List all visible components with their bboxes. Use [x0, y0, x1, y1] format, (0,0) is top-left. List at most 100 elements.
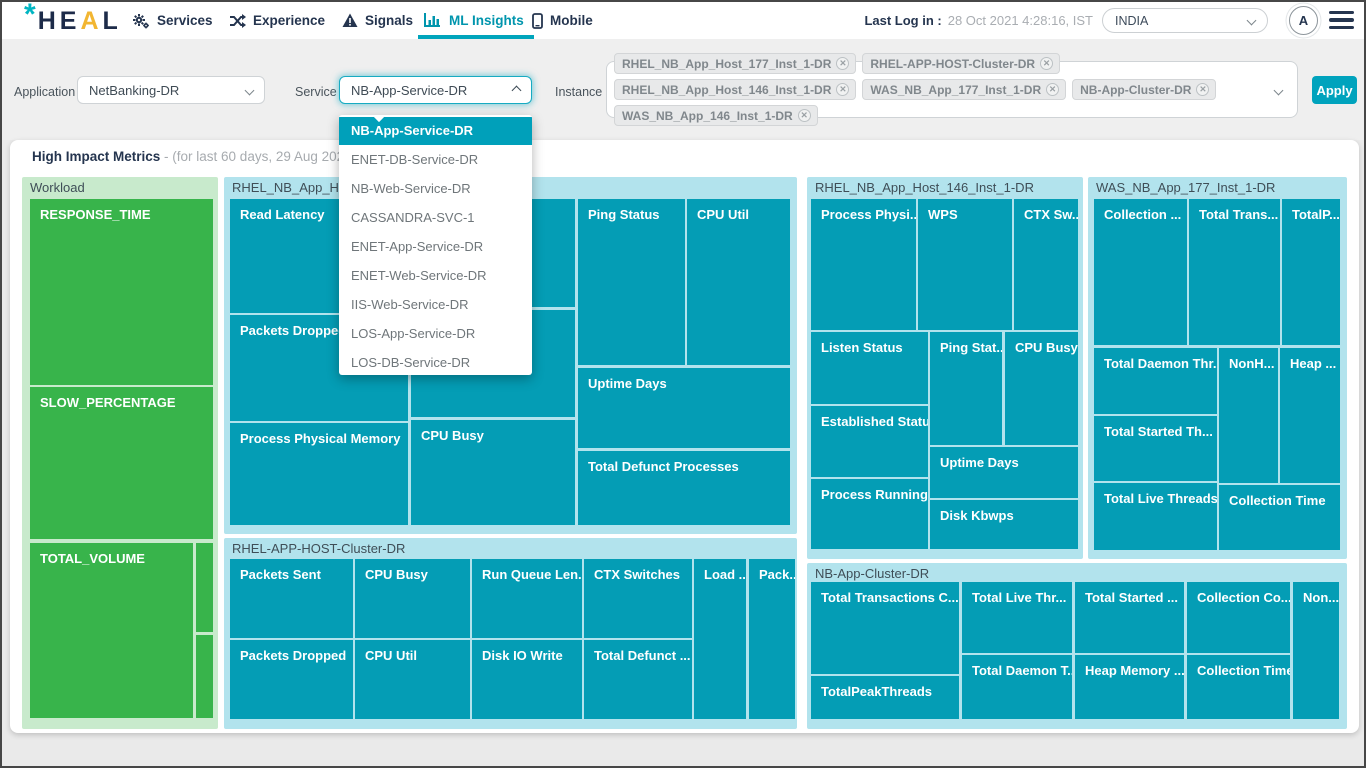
apply-button[interactable]: Apply — [1312, 76, 1357, 104]
treemap-tile[interactable]: CPU Busy — [1005, 332, 1078, 445]
treemap-tile[interactable] — [196, 543, 213, 632]
treemap-tile[interactable]: CPU Busy — [355, 559, 470, 638]
treemap-tile[interactable]: Load ... — [694, 559, 746, 719]
treemap-tile-label: TotalP... — [1292, 207, 1340, 222]
treemap-tile[interactable]: RESPONSE_TIME — [30, 199, 213, 385]
treemap-tile-label: Load ... — [704, 567, 746, 582]
instance-chip[interactable]: RHEL-APP-HOST-Cluster-DR ✕ — [862, 53, 1061, 74]
treemap-tile-label: CPU Util — [697, 207, 749, 222]
treemap-tile-label: Packets Dropped — [240, 648, 347, 663]
treemap-tile-label: Heap Memory ... — [1085, 663, 1184, 678]
instance-chip[interactable]: RHEL_NB_App_Host_146_Inst_1-DR ✕ — [614, 79, 857, 100]
treemap-tile[interactable]: Ping Stat... — [930, 332, 1002, 445]
service-option[interactable]: IIS-Web-Service-DR — [351, 297, 469, 312]
treemap-tile[interactable]: CPU Busy — [411, 420, 575, 525]
treemap-tile-label: Packets Sent — [240, 567, 321, 582]
treemap-tile[interactable]: CPU Util — [355, 640, 470, 719]
instance-multiselect[interactable]: RHEL_NB_App_Host_177_Inst_1-DR ✕ RHEL-APP-… — [606, 53, 1298, 126]
treemap-tile[interactable]: Collection Time — [1187, 655, 1290, 719]
service-option[interactable]: ENET-App-Service-DR — [351, 239, 484, 254]
treemap-tile[interactable]: Listen Status — [811, 332, 928, 404]
chip-remove-icon[interactable]: ✕ — [836, 57, 850, 70]
treemap-tile[interactable]: CTX Switches — [584, 559, 692, 638]
nav-item-mobile[interactable]: Mobile — [532, 2, 593, 39]
treemap-tile-label: Process Running — [821, 487, 928, 502]
treemap-tile[interactable]: Process Physical Memory — [230, 423, 408, 525]
treemap-tile[interactable]: Total Defunct ... — [584, 640, 692, 719]
nav-item-services[interactable]: Services — [132, 2, 213, 39]
treemap-tile[interactable]: TotalPeakThreads — [811, 676, 959, 719]
treemap-tile[interactable]: Total Trans... — [1189, 199, 1280, 345]
treemap-tile[interactable]: Total Daemon T... — [962, 655, 1072, 719]
region-select[interactable]: INDIA — [1102, 8, 1268, 33]
instance-chip[interactable]: WAS_NB_App_146_Inst_1-DR ✕ — [614, 105, 818, 126]
treemap-tile[interactable]: CPU Util — [687, 199, 790, 365]
treemap-tile[interactable]: Packets Sent — [230, 559, 353, 638]
treemap-tile[interactable]: Total Transactions C... — [811, 582, 959, 674]
treemap-tile[interactable]: Pack... — [749, 559, 795, 719]
treemap-tile[interactable]: Run Queue Len... — [472, 559, 582, 638]
nav-item-ml-insights[interactable]: ML Insights — [418, 2, 534, 39]
treemap-tile[interactable]: Uptime Days — [930, 447, 1078, 498]
service-option[interactable]: LOS-DB-Service-DR — [351, 355, 471, 370]
treemap-tile[interactable]: Process Physi... — [811, 199, 916, 330]
service-option[interactable]: ENET-DB-Service-DR — [351, 152, 479, 167]
treemap-tile[interactable]: Heap ... — [1280, 348, 1340, 483]
treemap-tile[interactable]: Collection Time — [1219, 485, 1340, 550]
treemap-panel-workload: Workload RESPONSE_TIME SLOW_PERCENTAGE TOTA… — [22, 177, 218, 729]
treemap-tile[interactable]: Total Daemon Thr... — [1094, 348, 1217, 414]
treemap-tile-label: Read Latency — [240, 207, 325, 222]
instance-chip[interactable]: RHEL_NB_App_Host_177_Inst_1-DR ✕ — [614, 53, 857, 74]
treemap-tile[interactable]: Heap Memory ... — [1075, 655, 1184, 719]
instance-label: Instance — [555, 85, 603, 99]
service-option[interactable]: CASSANDRA-SVC-1 — [351, 210, 475, 225]
treemap-tile[interactable]: Total Live Threads — [1094, 483, 1217, 550]
treemap-tile[interactable]: SLOW_PERCENTAGE — [30, 387, 213, 539]
chip-remove-icon[interactable]: ✕ — [836, 83, 850, 96]
treemap-tile[interactable]: TotalP... — [1282, 199, 1340, 345]
treemap-tile[interactable]: Disk IO Write — [472, 640, 582, 719]
instance-chip[interactable]: WAS_NB_App_177_Inst_1-DR ✕ — [862, 79, 1067, 100]
application-select[interactable]: NetBanking-DR — [77, 76, 265, 104]
page-title-text: High Impact Metrics — [32, 149, 161, 164]
treemap-tile[interactable]: Ping Status — [578, 199, 685, 365]
treemap-tile[interactable]: NonH... — [1219, 348, 1278, 483]
treemap-tile[interactable]: Uptime Days — [578, 368, 790, 448]
treemap-tile[interactable]: Established Status — [811, 406, 928, 477]
services-gear-icon — [132, 13, 150, 29]
treemap-tile[interactable]: WPS — [918, 199, 1012, 330]
hamburger-menu-icon[interactable] — [1329, 11, 1354, 30]
treemap-tile[interactable]: Total Started ... — [1075, 582, 1184, 653]
treemap-tile[interactable]: Non... — [1293, 582, 1339, 719]
chevron-down-icon — [244, 85, 255, 95]
instance-chip-label: RHEL_NB_App_Host_177_Inst_1-DR — [622, 56, 832, 71]
treemap-tile-label: Non... — [1303, 590, 1339, 605]
nav-item-signals[interactable]: Signals — [342, 2, 413, 39]
treemap-tile[interactable]: TOTAL_VOLUME — [30, 543, 193, 718]
instance-chip[interactable]: NB-App-Cluster-DR ✕ — [1072, 79, 1217, 100]
chip-remove-icon[interactable]: ✕ — [1040, 57, 1054, 70]
treemap-tile-label: Run Queue Len... — [482, 567, 582, 582]
treemap-tile[interactable]: Collection ... — [1094, 199, 1187, 345]
chip-remove-icon[interactable]: ✕ — [1196, 83, 1210, 96]
treemap-tile[interactable]: Packets Dropped — [230, 640, 353, 719]
treemap-tile[interactable]: Total Live Thr... — [962, 582, 1072, 653]
treemap-tile-label: CPU Busy — [1015, 340, 1078, 355]
treemap-tile[interactable]: Total Defunct Processes — [578, 451, 790, 525]
treemap-tile[interactable] — [196, 635, 213, 718]
avatar[interactable]: A — [1289, 6, 1318, 35]
treemap-tile[interactable]: Disk Kbwps — [930, 500, 1078, 549]
treemap-tile[interactable]: CTX Sw... — [1014, 199, 1078, 330]
chip-remove-icon[interactable]: ✕ — [797, 109, 811, 122]
instance-chip-label: WAS_NB_App_146_Inst_1-DR — [622, 108, 793, 123]
treemap-tile[interactable]: Total Started Th... — [1094, 416, 1217, 481]
chip-remove-icon[interactable]: ✕ — [1046, 83, 1060, 96]
treemap-tile[interactable]: Process Running — [811, 479, 928, 549]
service-option[interactable]: NB-Web-Service-DR — [351, 181, 471, 196]
service-select[interactable]: NB-App-Service-DR — [339, 76, 532, 104]
service-option[interactable]: LOS-App-Service-DR — [351, 326, 476, 341]
service-option[interactable]: NB-App-Service-DR — [339, 117, 532, 145]
service-option[interactable]: ENET-Web-Service-DR — [351, 268, 487, 283]
nav-item-experience[interactable]: Experience — [229, 2, 325, 39]
treemap-tile[interactable]: Collection Co... — [1187, 582, 1290, 653]
